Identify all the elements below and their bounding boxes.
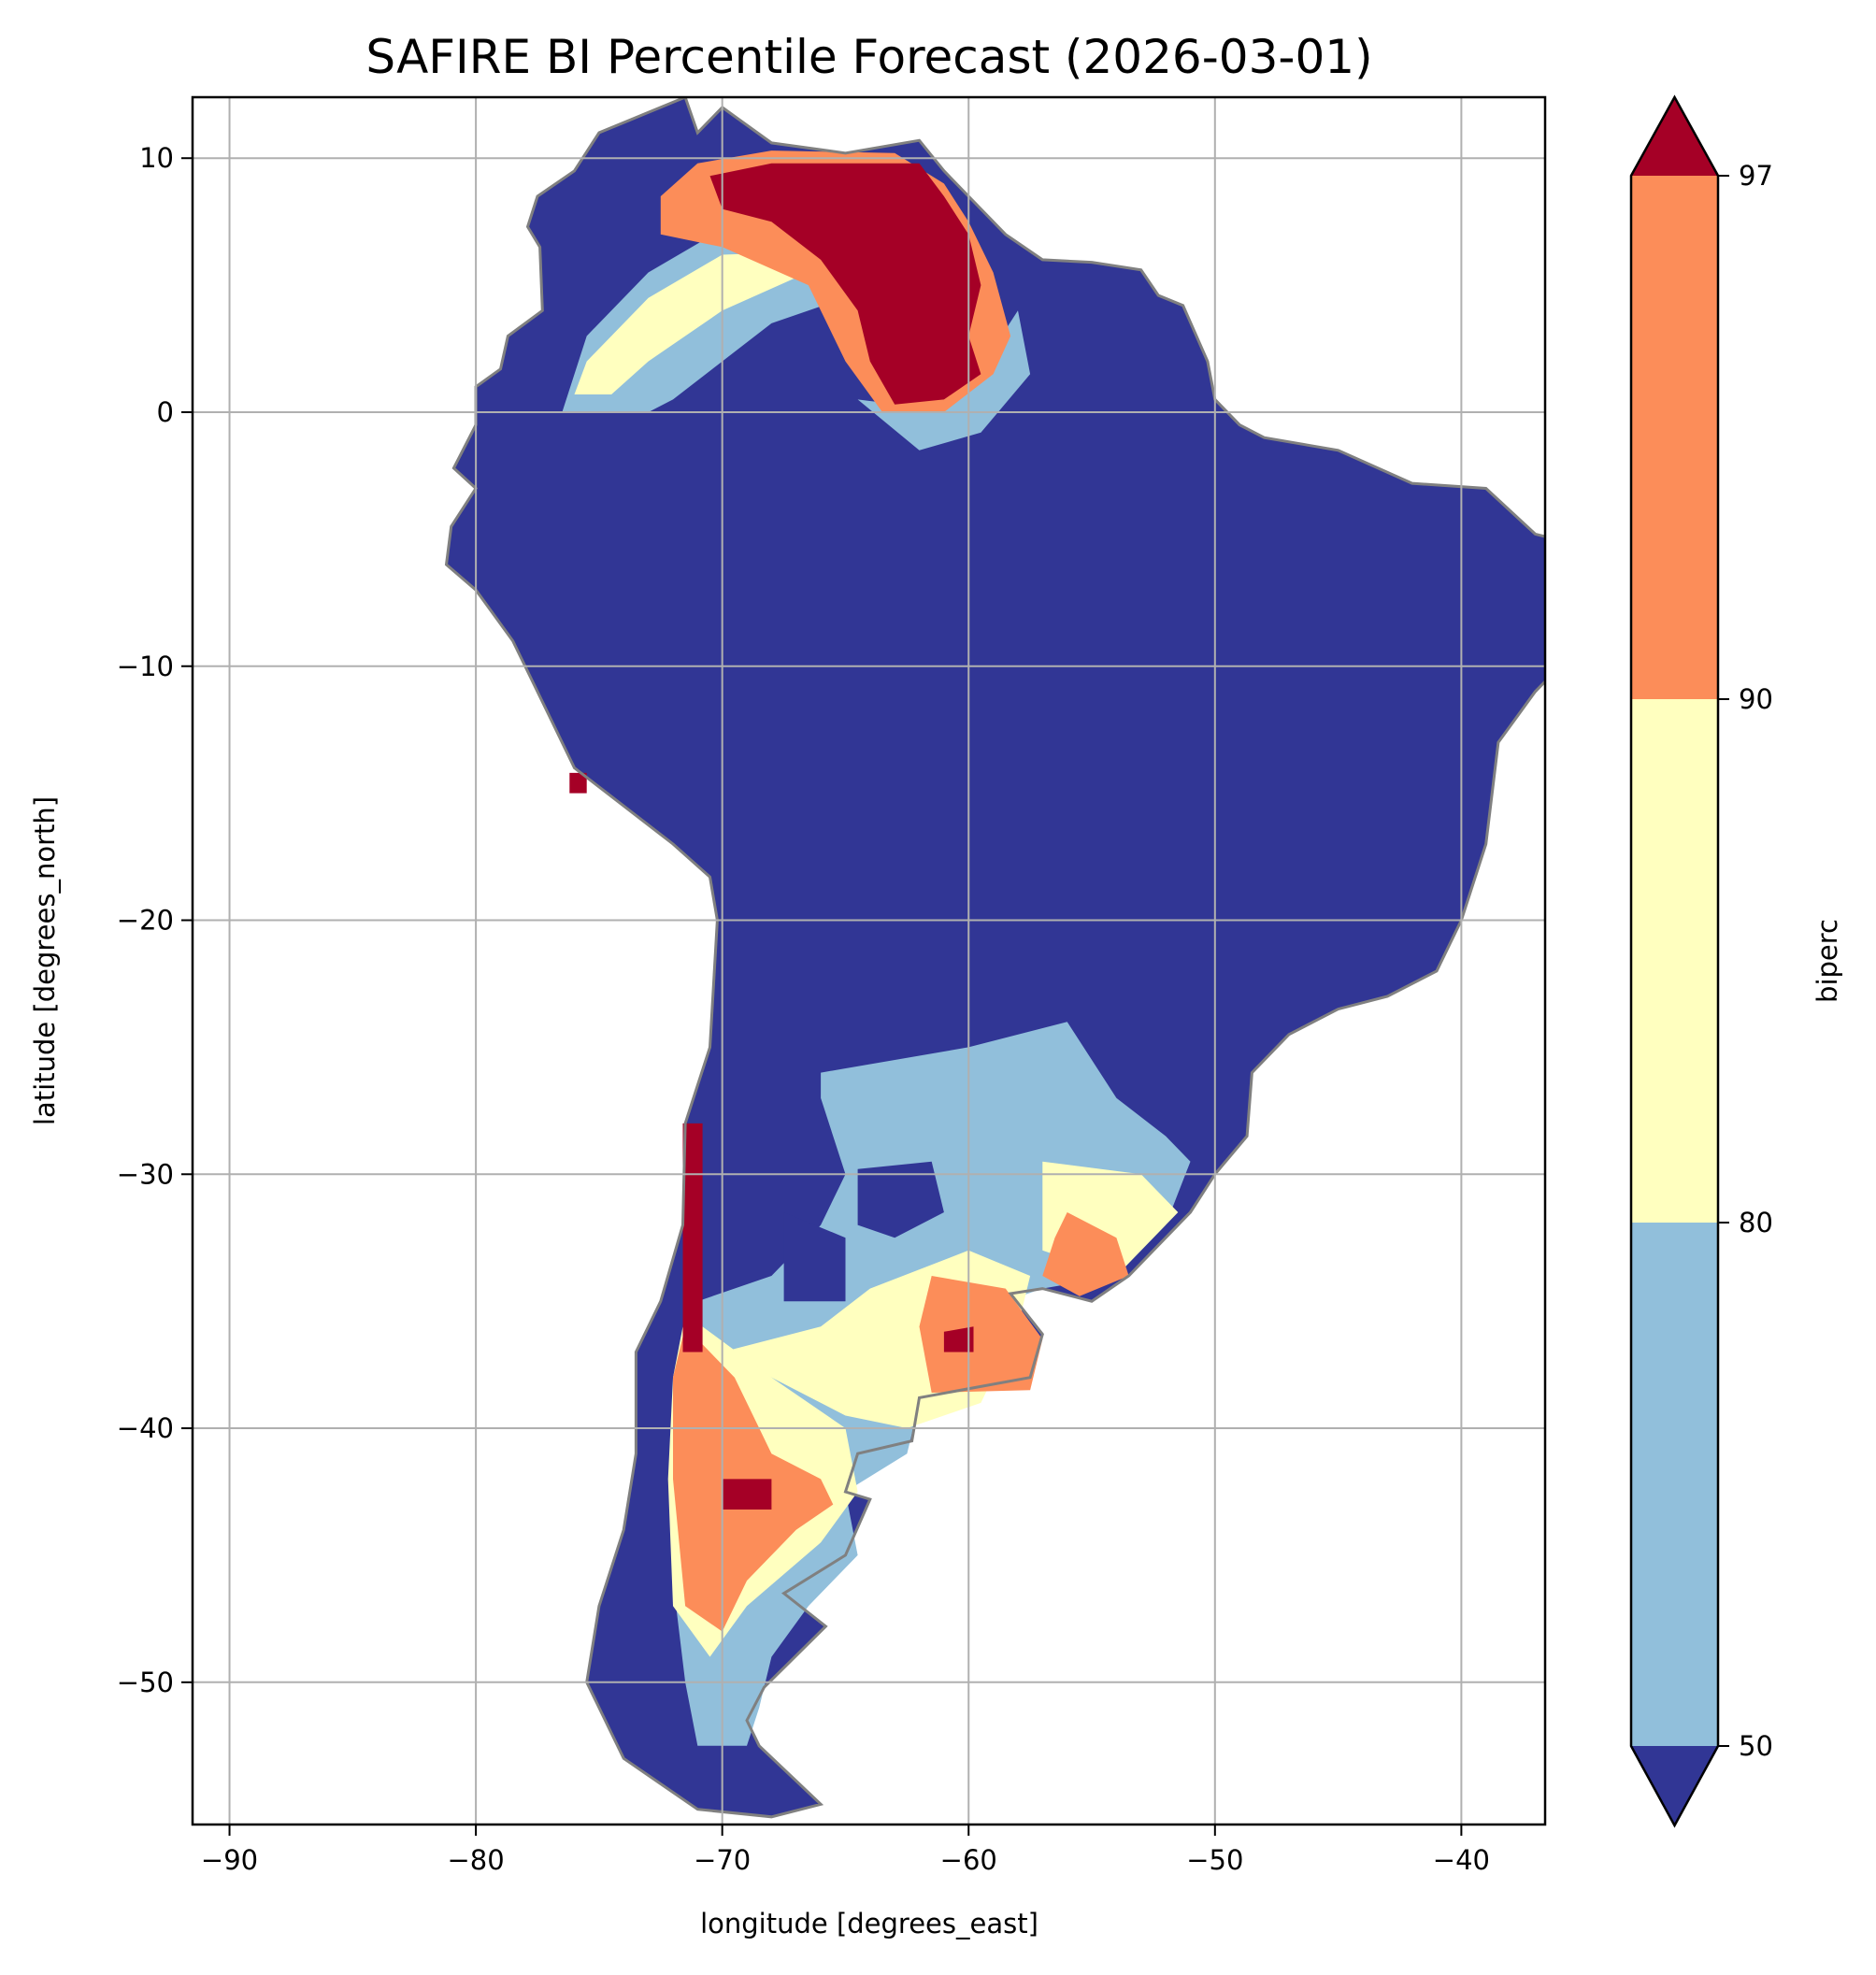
colorbar-extend-max xyxy=(1631,97,1718,176)
x-tick-label: −70 xyxy=(694,1844,751,1876)
colorbar-extend-min xyxy=(1631,1746,1718,1825)
colorbar-segment xyxy=(1631,699,1718,1223)
map-layer xyxy=(444,97,1545,1819)
grid-layer xyxy=(193,97,1545,1825)
y-tick-label: −50 xyxy=(117,1667,174,1698)
y-tick-label: −30 xyxy=(117,1158,174,1190)
colorbar-tick-label: 97 xyxy=(1739,160,1773,192)
percentile-region xyxy=(569,772,587,794)
colorbar-tick-label: 80 xyxy=(1739,1207,1773,1238)
y-tick-label: −10 xyxy=(117,651,174,682)
x-tick-label: −50 xyxy=(1186,1844,1243,1876)
plot-frame xyxy=(191,95,1547,1826)
percentile-region xyxy=(857,1161,944,1238)
colorbar: 50 80 90 97 xyxy=(1629,94,1773,1828)
percentile-region xyxy=(857,310,1031,451)
percentile-region xyxy=(919,1276,1043,1393)
percentile-region xyxy=(709,163,981,405)
x-tick-label: −90 xyxy=(201,1844,258,1876)
y-tick-label: 10 xyxy=(139,142,174,174)
colorbar-segment xyxy=(1631,1223,1718,1746)
chart-title: SAFIRE BI Percentile Forecast (2026-03-0… xyxy=(365,30,1372,84)
colorbar-label: biperc xyxy=(1812,919,1843,1003)
y-tick-label: −40 xyxy=(117,1412,174,1444)
percentile-region xyxy=(783,1212,846,1302)
plot-area xyxy=(193,97,1545,1825)
percentile-region xyxy=(682,1123,703,1352)
x-axis-label: longitude [degrees_east] xyxy=(700,1908,1038,1939)
x-axis: −90 −80 −70 −60 −50 −40 xyxy=(201,1825,1490,1876)
percentile-region xyxy=(722,1479,772,1510)
percentile-region xyxy=(574,251,796,394)
percentile-region xyxy=(1042,1212,1129,1296)
colorbar-tick-label: 50 xyxy=(1739,1730,1773,1762)
x-tick-label: −60 xyxy=(940,1844,997,1876)
y-axis: 10 0 −10 −20 −30 −40 −50 xyxy=(117,142,193,1698)
x-tick-label: −40 xyxy=(1433,1844,1490,1876)
coastline xyxy=(444,97,1545,1819)
percentile-region xyxy=(943,1326,974,1352)
colorbar-segment xyxy=(1631,176,1718,699)
y-axis-label: latitude [degrees_north] xyxy=(29,796,61,1125)
colorbar-tick-label: 90 xyxy=(1739,683,1773,715)
x-tick-label: −80 xyxy=(448,1844,505,1876)
y-tick-label: 0 xyxy=(157,396,174,428)
y-tick-label: −20 xyxy=(117,905,174,937)
